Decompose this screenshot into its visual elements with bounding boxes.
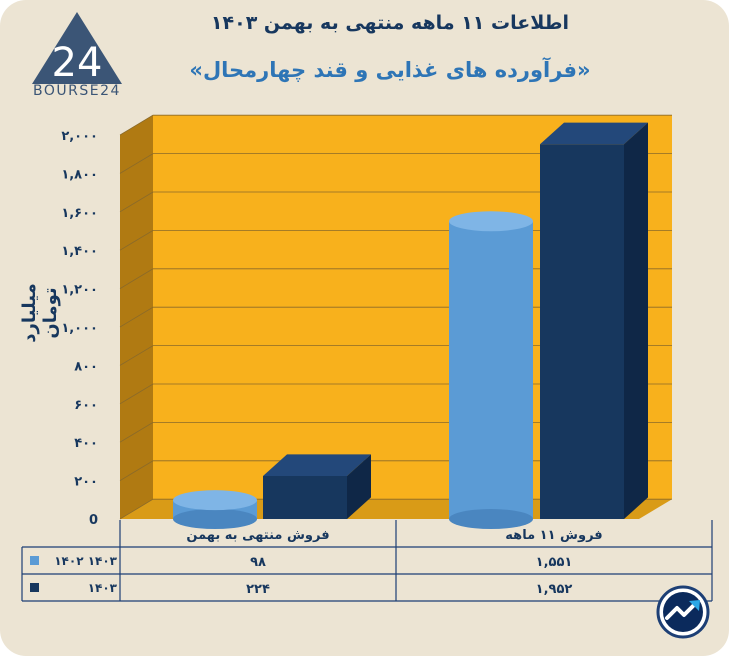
bar-box-front	[263, 475, 347, 519]
chart-subtitle: «فرآورده های غذایی و قند چهارمحال»	[189, 58, 591, 82]
y-tick-label: ۱,۶۰۰	[61, 206, 98, 221]
chart-title: اطلاعات ۱۱ ماهه منتهی به بهمن ۱۴۰۳	[210, 12, 570, 34]
legend-swatch	[30, 556, 39, 565]
legend-label: ۱۴۰۲ ۱۴۰۳	[54, 554, 117, 568]
y-tick-label: ۲,۰۰۰	[61, 129, 98, 144]
y-tick-label: ۲۰۰	[74, 475, 98, 490]
trend-arrow-icon	[656, 585, 710, 639]
bar-box-top	[540, 122, 648, 145]
legend-label: ۱۴۰۳	[88, 581, 118, 595]
y-tick-label: ۱,۴۰۰	[61, 244, 98, 259]
gridline	[119, 114, 672, 136]
category-label: فروش منتهی به بهمن	[186, 528, 329, 543]
bourse24-logo: 24	[32, 12, 122, 86]
legend-swatch	[30, 583, 39, 592]
logo-text: BOURSE24	[33, 83, 121, 99]
data-value: ۹۸	[250, 555, 266, 570]
bar-box-front	[540, 144, 624, 519]
data-value: ۱,۹۵۲	[536, 582, 573, 597]
y-tick-label: ۱,۲۰۰	[61, 283, 98, 298]
y-tick-label: ۱,۰۰۰	[61, 321, 98, 336]
bar-box-side	[347, 454, 371, 519]
gridline	[119, 191, 672, 213]
bar-cylinder-body	[449, 221, 533, 519]
bar-box-side	[624, 122, 648, 519]
bar-box-top	[263, 454, 371, 476]
y-tick-label: ۱,۸۰۰	[61, 167, 98, 182]
bar-cylinder-top	[173, 490, 257, 511]
y-tick-label: ۸۰۰	[74, 359, 98, 374]
category-label: فروش ۱۱ ماهه	[505, 528, 602, 543]
bar-cylinder-top	[449, 211, 533, 232]
plot-floor	[120, 499, 672, 519]
bar-cylinder-base	[449, 509, 533, 529]
data-value: ۲۲۴	[246, 582, 270, 597]
data-value: ۱,۵۵۱	[536, 555, 573, 570]
y-tick-label: ۶۰۰	[74, 398, 98, 413]
y-tick-label: 0	[89, 513, 98, 528]
gridline	[119, 153, 672, 174]
y-tick-label: ۴۰۰	[74, 436, 98, 451]
bar-cylinder-base	[173, 509, 257, 529]
logo-glyph: 24	[52, 40, 103, 86]
